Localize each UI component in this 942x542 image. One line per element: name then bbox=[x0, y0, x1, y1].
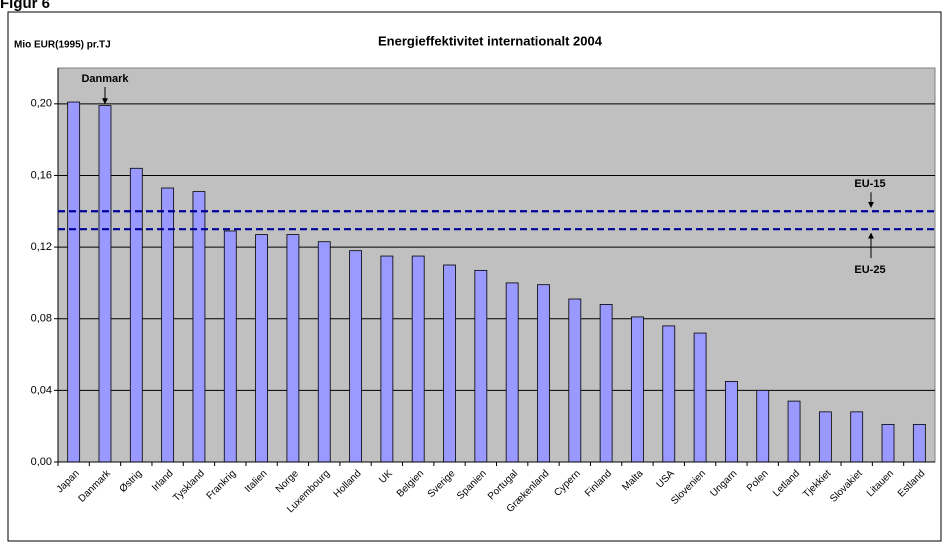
y-tick-label: 0,00 bbox=[31, 456, 52, 468]
figure-label: Figur 6 bbox=[0, 0, 50, 12]
bar bbox=[693, 332, 707, 463]
y-tick-label: 0,08 bbox=[31, 313, 52, 325]
bar bbox=[787, 400, 801, 463]
plot-area bbox=[57, 67, 936, 463]
bar bbox=[380, 255, 394, 463]
y-tick-label: 0,16 bbox=[31, 169, 52, 181]
chart-title: Energieffektivitet internationalt 2004 bbox=[378, 33, 603, 48]
bar bbox=[662, 325, 676, 463]
bar bbox=[67, 101, 81, 463]
y-tick-label: 0,12 bbox=[31, 241, 52, 253]
bar bbox=[411, 255, 425, 463]
y-tick-label: 0,20 bbox=[31, 98, 52, 110]
bar bbox=[443, 264, 456, 463]
bar bbox=[725, 381, 738, 463]
reference-label: EU-15 bbox=[854, 178, 885, 190]
reference-label: EU-25 bbox=[854, 264, 885, 276]
bar bbox=[631, 316, 644, 463]
bar bbox=[474, 269, 488, 463]
y-axis-label: Mio EUR(1995) pr.TJ bbox=[14, 40, 111, 51]
y-tick-label: 0,04 bbox=[31, 384, 52, 396]
bar bbox=[756, 389, 770, 463]
bar bbox=[537, 284, 550, 463]
bar bbox=[850, 411, 864, 463]
bar bbox=[568, 298, 582, 463]
bar bbox=[599, 303, 613, 463]
bar bbox=[98, 105, 112, 463]
bar bbox=[818, 411, 832, 463]
bar bbox=[317, 241, 331, 463]
bar bbox=[255, 234, 268, 463]
bar bbox=[223, 230, 237, 463]
bar bbox=[192, 191, 206, 463]
bar bbox=[912, 423, 926, 463]
bar bbox=[881, 423, 895, 463]
bar bbox=[286, 234, 300, 463]
bar bbox=[505, 282, 519, 463]
bar bbox=[349, 250, 362, 463]
annotation: Danmark bbox=[81, 73, 129, 85]
